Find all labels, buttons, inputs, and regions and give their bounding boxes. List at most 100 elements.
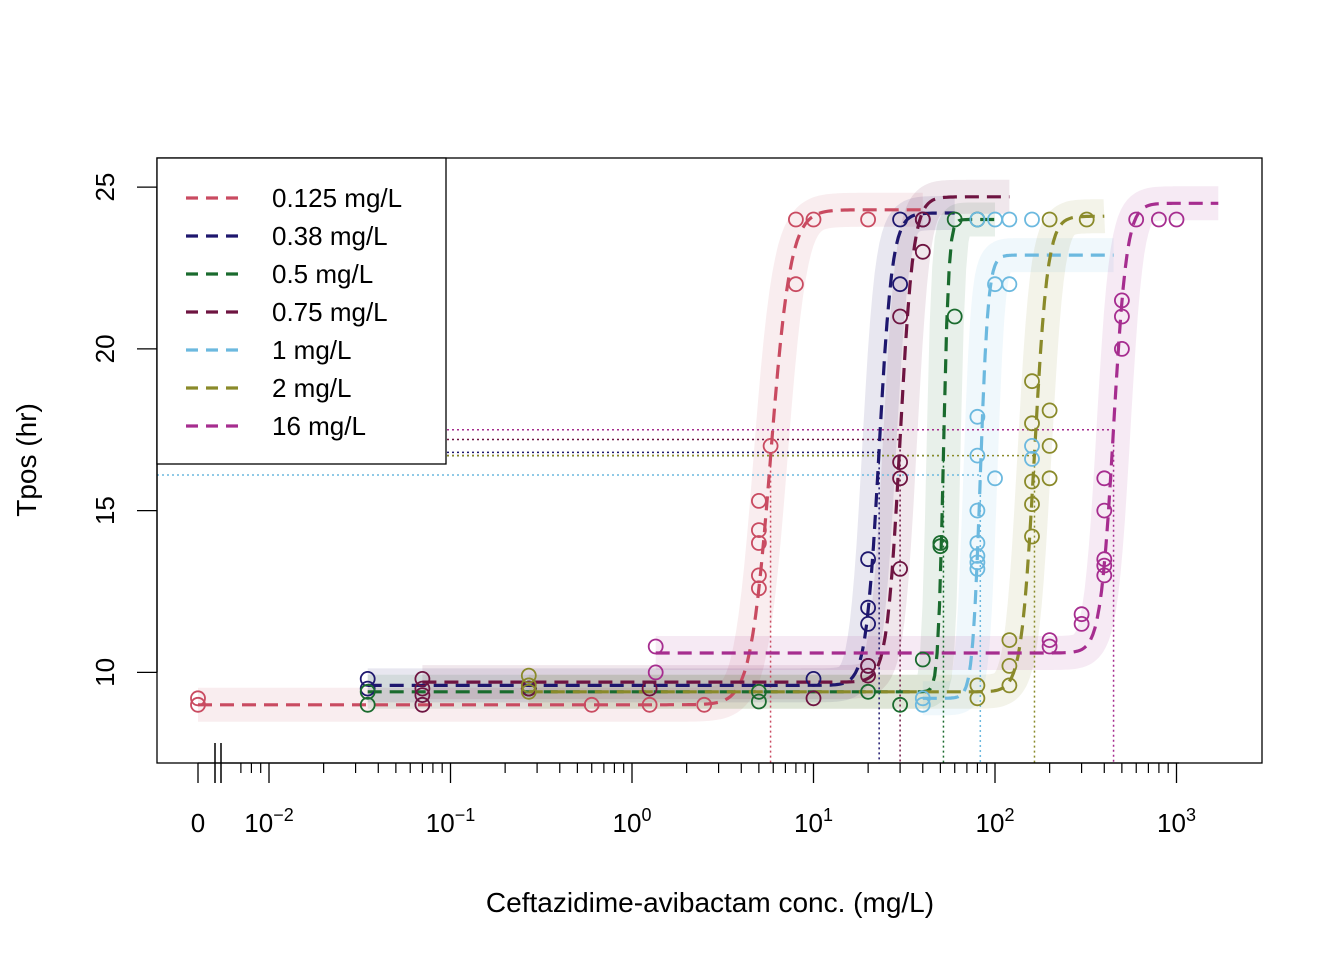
series-4-point [969,408,986,425]
series-5-point [1078,211,1095,228]
series-5-point [1041,402,1058,419]
series-6-point [1114,292,1130,309]
series-4-point [914,690,931,707]
series-2-point [359,696,376,713]
series-0-point [805,211,822,228]
series-6-point [1096,502,1113,519]
x-axis: 0 10−2 10−1 100 101 102 103 [191,743,1196,838]
series-4-point [1001,211,1018,228]
series-3-point [414,687,431,703]
series-5-point [1041,211,1058,228]
points-layer [190,211,1185,713]
series-1-fit-curve [367,211,955,687]
y-axis: 10 15 20 25 [90,173,158,687]
series-5-point [1024,373,1040,390]
series-5-point [1001,632,1018,648]
x-tick-label: 103 [1157,805,1196,838]
series-3-point [914,211,931,228]
series-3-point [860,658,876,674]
series-2-fit-curve [367,217,995,694]
series-0-point [751,580,767,597]
series-0-point [860,211,876,228]
series-4-point [1024,211,1040,228]
series-1-point [860,599,876,616]
x-tick-label: 100 [613,805,652,838]
series-1-point [805,671,822,687]
series-0-point [190,690,206,707]
series-6-point [1128,211,1145,228]
series-4-point [987,470,1003,487]
legend-label-series-5: 2 mg/L [272,373,352,403]
legend-label-series-1: 0.38 mg/L [272,221,388,251]
series-1-point [860,551,876,568]
x-tick-label-zero: 0 [191,808,205,838]
series-3-point [860,667,876,684]
series-2-point [892,696,908,713]
series-2-point [946,308,963,325]
series-5-point [1024,528,1040,545]
legend-label-series-0: 0.125 mg/L [272,183,402,213]
series-4-point [969,561,986,577]
series-6-point [1096,567,1113,584]
series-3-point [892,561,908,577]
series-4-point [1001,276,1018,293]
series-3-point [414,671,431,687]
series-2-point [914,651,931,668]
series-0-point [190,696,206,713]
series-0-point [583,696,600,713]
x-axis-label: Ceftazidime-avibactam conc. (mg/L) [486,887,934,918]
series-3-point [641,680,658,697]
legend-label-series-2: 0.5 mg/L [272,259,373,289]
series-3-point [414,680,431,697]
series-4-point [1024,437,1040,454]
series-3-point [805,690,822,707]
series-0-point [788,276,804,293]
series-3-confidence-band [407,179,1025,700]
series-1-point [892,276,908,293]
series-3-point [892,308,908,325]
series-3-fit-curve [422,195,1010,684]
series-4-point [969,554,986,571]
series-5-point [1024,473,1040,490]
legend-label-series-3: 0.75 mg/L [272,297,388,327]
series-6-point [1114,308,1130,325]
series-4-point [969,502,986,519]
series-2-point [751,683,767,700]
series-5-confidence-band [514,199,1120,709]
series-6-point [1096,551,1113,568]
x-tick-label: 10−1 [426,805,475,838]
series-4-point [969,447,986,464]
series-3-point [914,243,931,260]
series-0-point [751,535,767,551]
series-5-point [969,677,986,694]
legend: 0.125 mg/L 0.38 mg/L 0.5 mg/L 0.75 mg/L 1 mg… [156,157,447,465]
series-3-point [892,470,908,487]
series-1-point [860,616,876,632]
series-6-point [1073,606,1090,623]
x-tick-label: 101 [794,805,833,838]
series-0-point [751,522,767,538]
y-axis-label: Tpos (hr) [11,403,42,517]
series-2-point [751,693,767,710]
series-5-point [1001,658,1018,674]
series-4-point [1024,450,1040,467]
series-0-point [641,696,658,713]
series-0-point [751,567,767,584]
series-6-point [647,664,664,681]
series-2-point [359,683,376,700]
series-6-point [1041,632,1058,648]
series-5-point [520,683,537,700]
series-5-point [520,667,537,684]
series-4-point [969,548,986,564]
series-6-point [1151,211,1167,228]
y-tick-label: 20 [90,334,120,363]
series-2-point [946,211,963,228]
series-6-point [1096,557,1113,574]
series-4-point [914,696,931,713]
series-5-point [1024,415,1040,432]
y-tick-label: 25 [90,173,120,202]
x-tick-label: 102 [976,805,1015,838]
series-0-point [788,211,804,228]
series-2-point [932,535,949,551]
